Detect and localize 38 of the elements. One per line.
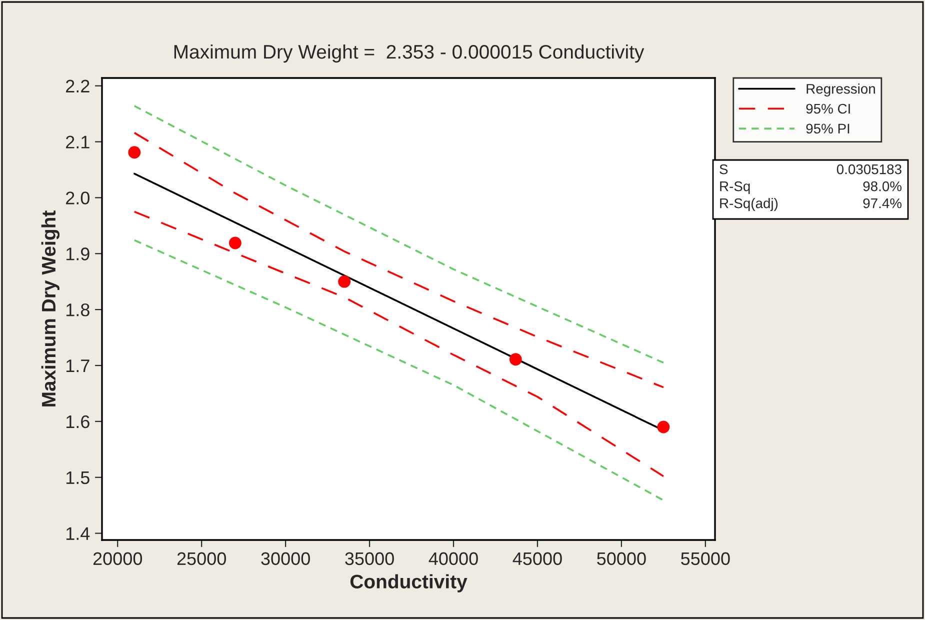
line-series [134,239,664,502]
y-tick-label: 1.9 [66,248,90,260]
y-tick-label: 2.0 [66,192,90,204]
x-tick-label: 40000 [428,552,478,566]
text: 0.0305183 [836,164,902,174]
x-tick-label: 50000 [597,552,646,566]
y-tick-label: 1.5 [66,471,90,484]
x-tick-label: 45000 [512,552,562,566]
x-tick-label: 30000 [261,552,310,566]
text: R-Sq(adj) [720,198,778,211]
text: S [720,164,728,174]
y-tick-label: 1.6 [66,415,90,428]
text: 97.4% [863,198,902,208]
chart-title: Maximum Dry Weight = 2.353 - 0.000015 Conductivity [174,44,644,63]
legend-label: Regression [806,84,875,97]
y-tick-label: 1.4 [66,527,90,540]
x-axis-title: Conductivity [350,574,468,592]
y-axis-title: Maximum Dry Weight [41,210,60,406]
y-tick-label: 2.1 [66,136,90,148]
x-tick-label: 20000 [93,552,142,566]
point [657,420,670,434]
y-tick-label: 1.8 [66,303,90,316]
text: 98.0% [863,181,902,192]
text: R-Sq [720,181,750,194]
y-tick-label: 2.2 [66,80,90,92]
point [228,236,242,250]
line-series [134,210,664,478]
y-tick-label: 1.7 [66,360,90,372]
x-tick-label: 55000 [681,552,730,566]
point [509,353,522,366]
point [128,146,141,159]
legend-label: 95% PI [806,124,850,134]
line-series [134,132,664,388]
point [338,275,351,288]
x-tick-label: 25000 [177,552,226,566]
legend-label: 95% CI [806,104,850,114]
x-tick-label: 35000 [345,552,394,566]
line-series [134,105,664,364]
